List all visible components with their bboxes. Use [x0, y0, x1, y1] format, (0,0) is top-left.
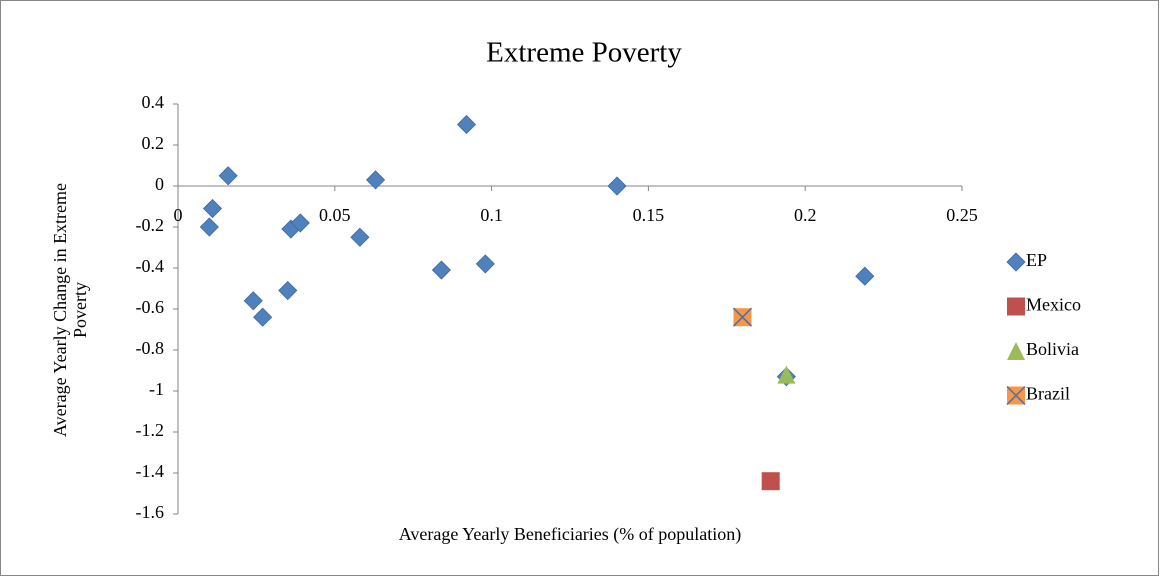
- y-tick-label: 0.4: [142, 92, 165, 112]
- point: [855, 266, 875, 286]
- y-axis-label: Average Yearly Change in Extreme: [50, 183, 70, 437]
- point: [607, 176, 627, 196]
- y-tick-label: 0.2: [142, 133, 165, 153]
- point: [366, 170, 386, 190]
- legend-label: Bolivia: [1026, 339, 1079, 359]
- x-tick-label: 0.05: [319, 205, 351, 225]
- y-tick-label: -1.2: [136, 420, 165, 440]
- point: [732, 307, 753, 327]
- legend-label: EP: [1026, 250, 1047, 270]
- y-tick-label: -0.8: [136, 338, 165, 358]
- x-tick-label: 0.15: [633, 205, 665, 225]
- point: [761, 472, 780, 491]
- x-tick-label: 0: [174, 205, 183, 225]
- y-tick-label: -1: [149, 379, 164, 399]
- y-tick-label: 0: [155, 174, 164, 194]
- point: [777, 365, 796, 384]
- x-tick-label: 0.2: [794, 205, 817, 225]
- y-axis-label: Poverty: [70, 282, 90, 338]
- y-tick-label: -0.2: [136, 215, 165, 235]
- legend-marker: [1006, 385, 1026, 406]
- legend-marker: [1007, 297, 1025, 316]
- point: [350, 227, 370, 247]
- x-tick-label: 0.25: [946, 205, 978, 225]
- point: [278, 280, 298, 301]
- legend-marker: [1006, 252, 1026, 272]
- point: [253, 307, 273, 327]
- y-tick-label: -0.4: [136, 256, 165, 276]
- point: [243, 291, 263, 311]
- point: [431, 260, 451, 280]
- y-tick-label: -1.6: [136, 502, 165, 522]
- legend-marker: [1007, 342, 1025, 360]
- point: [202, 198, 223, 219]
- y-tick-label: -0.6: [136, 297, 165, 317]
- point: [456, 114, 477, 135]
- point: [290, 213, 310, 233]
- point: [475, 254, 495, 274]
- x-axis-label: Average Yearly Beneficiaries (% of popul…: [399, 524, 742, 545]
- x-tick-label: 0.1: [480, 205, 503, 225]
- point: [218, 166, 238, 186]
- legend-label: Brazil: [1026, 384, 1070, 404]
- point: [199, 217, 219, 237]
- y-tick-label: -1.4: [136, 461, 165, 481]
- legend-label: Mexico: [1026, 295, 1081, 315]
- chart-title: Extreme Poverty: [486, 37, 682, 69]
